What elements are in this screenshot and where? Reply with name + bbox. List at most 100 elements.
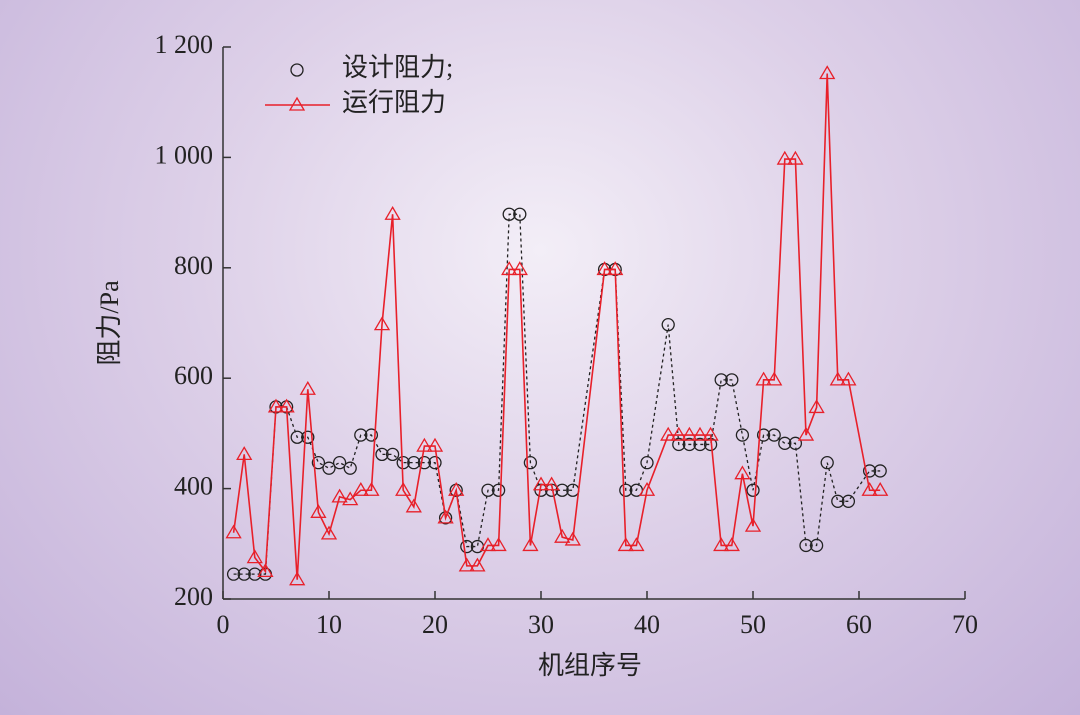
y-tick-label: 800 [174,251,213,280]
data-point [872,481,889,496]
data-point [311,456,326,470]
data-point [693,437,707,452]
data-point [682,437,697,452]
data-point [767,428,781,442]
x-tick-label: 20 [422,610,448,639]
data-point [437,509,454,524]
data-point [320,525,338,540]
data-point [331,488,348,503]
data-point [797,426,815,441]
data-point [375,447,389,462]
data-point [513,207,527,221]
data-point [829,371,846,386]
data-point [448,481,465,496]
data-point [395,481,412,496]
data-point [672,437,686,452]
data-point [469,557,486,572]
y-tick-label: 600 [174,361,213,390]
data-point [426,437,444,452]
data-point [681,426,698,441]
data-point [237,567,251,581]
data-point [310,504,327,518]
data-point [257,563,274,578]
data-point [819,65,836,80]
data-point [808,399,825,414]
data-point [236,446,253,461]
data-point [458,557,475,572]
data-point [373,316,391,331]
data-point [226,567,241,581]
data-point [523,456,538,470]
data-point [640,456,654,470]
data-point [364,428,379,442]
data-point [343,461,357,475]
data-point [787,150,804,165]
data-point [744,517,762,532]
y-tick-label: 200 [174,582,213,611]
data-point [428,456,442,470]
data-point [617,537,634,552]
data-point [385,447,400,462]
legend-label: 设计阻力; [342,53,453,82]
data-point [607,261,624,276]
data-point [301,430,315,444]
data-point [289,571,306,586]
y-tick-label: 400 [174,472,213,501]
data-point [248,567,262,581]
data-point [820,456,834,470]
data-point [831,494,845,508]
x-tick-label: 40 [634,610,660,639]
data-point [299,380,316,395]
data-point [416,437,433,452]
data-point [501,261,518,276]
data-point [322,461,336,475]
series-line [232,73,881,580]
x-tick-label: 70 [952,610,978,639]
data-point [342,491,359,506]
data-point [479,537,497,552]
data-point [564,531,581,546]
data-point [873,464,887,478]
data-point [723,537,740,552]
data-point [554,528,571,543]
series-line [233,213,881,575]
data-point [766,371,783,386]
data-point [332,456,347,470]
data-point [841,494,856,508]
data-point [778,436,792,450]
data-point [862,464,877,478]
data-point [290,430,304,444]
data-point [596,261,613,276]
data-point [225,524,242,539]
data-point [511,261,528,276]
data-point [246,549,263,564]
data-point [384,205,401,220]
y-axis-label: 阻力/Pa [95,280,124,366]
data-point [354,428,368,442]
data-point [799,538,813,553]
data-point [407,456,421,470]
data-point [734,465,751,480]
data-point [861,481,878,496]
data-point [522,537,539,552]
data-point [543,476,560,491]
data-point [532,476,550,491]
data-point [670,426,687,441]
data-point [702,426,719,441]
data-point [840,371,857,386]
data-point [756,428,771,442]
data-point [417,456,432,470]
data-point [714,373,728,387]
legend-label: 运行阻力 [342,88,446,117]
data-point [267,398,285,413]
data-point [735,428,750,442]
data-point [661,318,675,332]
data-point [628,537,645,552]
data-point [363,481,380,496]
data-point [619,483,633,497]
data-point [396,456,410,470]
data-point [713,537,730,552]
data-point [809,538,824,553]
data-point [352,481,369,496]
